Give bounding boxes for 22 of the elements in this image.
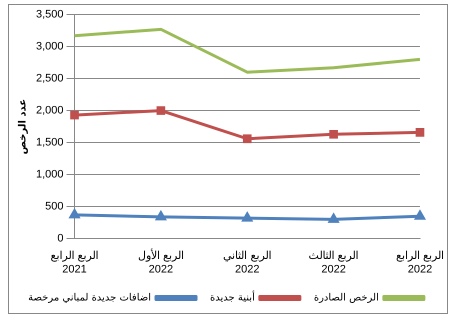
- legend-label: أبنية جديدة: [210, 290, 256, 304]
- y-tick-label: 3,500: [36, 8, 64, 21]
- point: [70, 209, 80, 218]
- point: [328, 214, 339, 223]
- legend-label: الرخص الصادرة: [314, 292, 379, 304]
- point: [242, 212, 252, 222]
- point: [415, 210, 425, 220]
- legend-label: اضافات جديدة لمباني مرخصة: [28, 292, 152, 304]
- point: [70, 110, 79, 120]
- y-tick-label: 2,500: [36, 72, 64, 85]
- y-tick-label: 3,000: [36, 40, 64, 53]
- y-axis-title: عدد الرخص: [18, 98, 29, 154]
- y-tick-label: 0: [57, 232, 64, 245]
- y-tick-label: 500: [45, 200, 64, 213]
- y-tick-label: 1,000: [36, 168, 64, 181]
- y-tick-label: 1,500: [36, 136, 64, 149]
- y-tick-label: 2,000: [36, 104, 64, 117]
- point: [156, 106, 166, 115]
- point: [156, 211, 166, 220]
- point: [242, 134, 252, 144]
- point: [416, 128, 424, 137]
- point: [329, 130, 338, 139]
